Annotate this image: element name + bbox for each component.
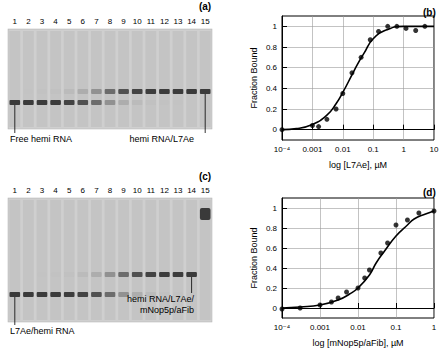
svg-text:9: 9 bbox=[121, 17, 126, 26]
svg-text:15: 15 bbox=[201, 186, 210, 195]
svg-text:15: 15 bbox=[201, 17, 210, 26]
svg-text:mNop5p/aFib: mNop5p/aFib bbox=[140, 305, 194, 315]
svg-text:0: 0 bbox=[273, 304, 278, 313]
svg-text:1: 1 bbox=[13, 17, 18, 26]
svg-text:(c): (c) bbox=[199, 171, 211, 182]
svg-text:1: 1 bbox=[273, 204, 278, 213]
svg-text:5: 5 bbox=[67, 186, 72, 195]
svg-text:12: 12 bbox=[160, 17, 169, 26]
svg-text:10⁻⁴: 10⁻⁴ bbox=[274, 145, 291, 154]
svg-text:0.1: 0.1 bbox=[390, 323, 402, 332]
svg-text:0.01: 0.01 bbox=[350, 323, 366, 332]
svg-text:0.01: 0.01 bbox=[335, 145, 351, 154]
svg-text:8: 8 bbox=[108, 17, 113, 26]
svg-text:13: 13 bbox=[174, 17, 183, 26]
svg-text:2: 2 bbox=[26, 17, 31, 26]
svg-text:13: 13 bbox=[174, 186, 183, 195]
svg-text:10⁻⁴: 10⁻⁴ bbox=[274, 323, 291, 332]
svg-text:14: 14 bbox=[187, 17, 196, 26]
svg-text:1: 1 bbox=[13, 186, 18, 195]
svg-text:hemi RNA/L7Ae: hemi RNA/L7Ae bbox=[129, 134, 194, 144]
svg-text:0.2: 0.2 bbox=[266, 284, 278, 293]
svg-text:1: 1 bbox=[401, 145, 406, 154]
svg-text:12: 12 bbox=[160, 186, 169, 195]
svg-text:0: 0 bbox=[273, 125, 278, 134]
svg-text:log [L7Ae], µM: log [L7Ae], µM bbox=[329, 160, 387, 170]
svg-text:L7Ae/hemi RNA: L7Ae/hemi RNA bbox=[10, 326, 75, 336]
svg-text:Fraction Bound: Fraction Bound bbox=[249, 47, 259, 108]
svg-text:9: 9 bbox=[121, 186, 126, 195]
svg-text:5: 5 bbox=[67, 17, 72, 26]
svg-text:1: 1 bbox=[273, 22, 278, 31]
svg-text:4: 4 bbox=[53, 17, 58, 26]
svg-text:(a): (a) bbox=[199, 1, 211, 12]
svg-text:11: 11 bbox=[147, 186, 156, 195]
svg-text:Free hemi RNA: Free hemi RNA bbox=[10, 134, 72, 144]
svg-text:10: 10 bbox=[430, 145, 439, 154]
svg-text:0.4: 0.4 bbox=[266, 84, 278, 93]
svg-text:Fraction Bound: Fraction Bound bbox=[249, 227, 259, 288]
svg-text:11: 11 bbox=[147, 17, 156, 26]
svg-text:0.6: 0.6 bbox=[266, 244, 278, 253]
svg-text:2: 2 bbox=[26, 186, 31, 195]
svg-text:0.1: 0.1 bbox=[368, 145, 380, 154]
svg-text:(d): (d) bbox=[423, 187, 436, 198]
svg-text:0.4: 0.4 bbox=[266, 264, 278, 273]
svg-text:0.001: 0.001 bbox=[310, 323, 331, 332]
svg-text:7: 7 bbox=[94, 186, 99, 195]
svg-text:6: 6 bbox=[81, 186, 86, 195]
svg-text:0.2: 0.2 bbox=[266, 105, 278, 114]
svg-text:8: 8 bbox=[108, 186, 113, 195]
svg-text:7: 7 bbox=[94, 17, 99, 26]
svg-text:1: 1 bbox=[432, 323, 437, 332]
svg-text:0.8: 0.8 bbox=[266, 43, 278, 52]
svg-text:6: 6 bbox=[81, 17, 86, 26]
svg-text:10: 10 bbox=[133, 186, 142, 195]
svg-text:3: 3 bbox=[40, 17, 45, 26]
svg-text:hemi RNA/L7Ae/: hemi RNA/L7Ae/ bbox=[127, 294, 195, 304]
svg-text:0.6: 0.6 bbox=[266, 63, 278, 72]
svg-text:14: 14 bbox=[187, 186, 196, 195]
svg-text:10: 10 bbox=[133, 17, 142, 26]
svg-text:log [mNop5p/aFib], µM: log [mNop5p/aFib], µM bbox=[312, 338, 403, 348]
svg-text:3: 3 bbox=[40, 186, 45, 195]
svg-text:(b): (b) bbox=[423, 7, 436, 18]
svg-text:0.001: 0.001 bbox=[302, 145, 323, 154]
svg-text:0.8: 0.8 bbox=[266, 224, 278, 233]
svg-text:4: 4 bbox=[53, 186, 58, 195]
